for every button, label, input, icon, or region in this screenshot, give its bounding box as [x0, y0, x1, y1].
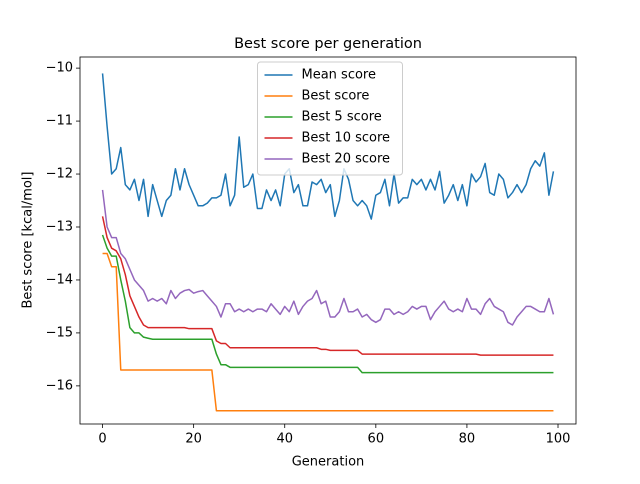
- series-line: [101, 189, 555, 326]
- legend-label: Best 10 score: [302, 131, 391, 146]
- y-axis-label: Best score [kcal/mol]: [21, 172, 36, 309]
- y-tick-label: −13: [46, 219, 73, 234]
- y-tick-label: −12: [46, 167, 73, 182]
- series-line: [101, 73, 555, 220]
- x-axis-label: Generation: [292, 455, 365, 470]
- x-tick-label: 80: [459, 432, 476, 447]
- axes-frame: [79, 56, 577, 425]
- legend-box: [257, 61, 403, 176]
- legend-label: Best score: [302, 89, 370, 104]
- y-tick-label: −14: [46, 272, 73, 287]
- series-line: [102, 252, 554, 412]
- series-line: [101, 234, 554, 374]
- legend: Mean score Best score Best 5 score Best 10 …: [257, 61, 403, 176]
- series-line: [101, 216, 554, 356]
- chart-title: Best score per generation: [234, 36, 422, 52]
- legend-label: Mean score: [302, 68, 376, 83]
- y-tick-label: −11: [46, 114, 73, 129]
- x-tick-label: 40: [276, 432, 293, 447]
- x-tick-label: 100: [546, 432, 571, 447]
- y-tick-label: −15: [46, 325, 73, 340]
- x-tick-label: 0: [98, 432, 106, 447]
- legend-label: Best 5 score: [302, 110, 382, 125]
- legend-label: Best 20 score: [302, 152, 391, 167]
- x-tick-label: 20: [185, 432, 202, 447]
- x-tick-label: 60: [368, 432, 385, 447]
- y-tick-label: −16: [46, 378, 73, 393]
- y-tick-label: −10: [46, 61, 73, 76]
